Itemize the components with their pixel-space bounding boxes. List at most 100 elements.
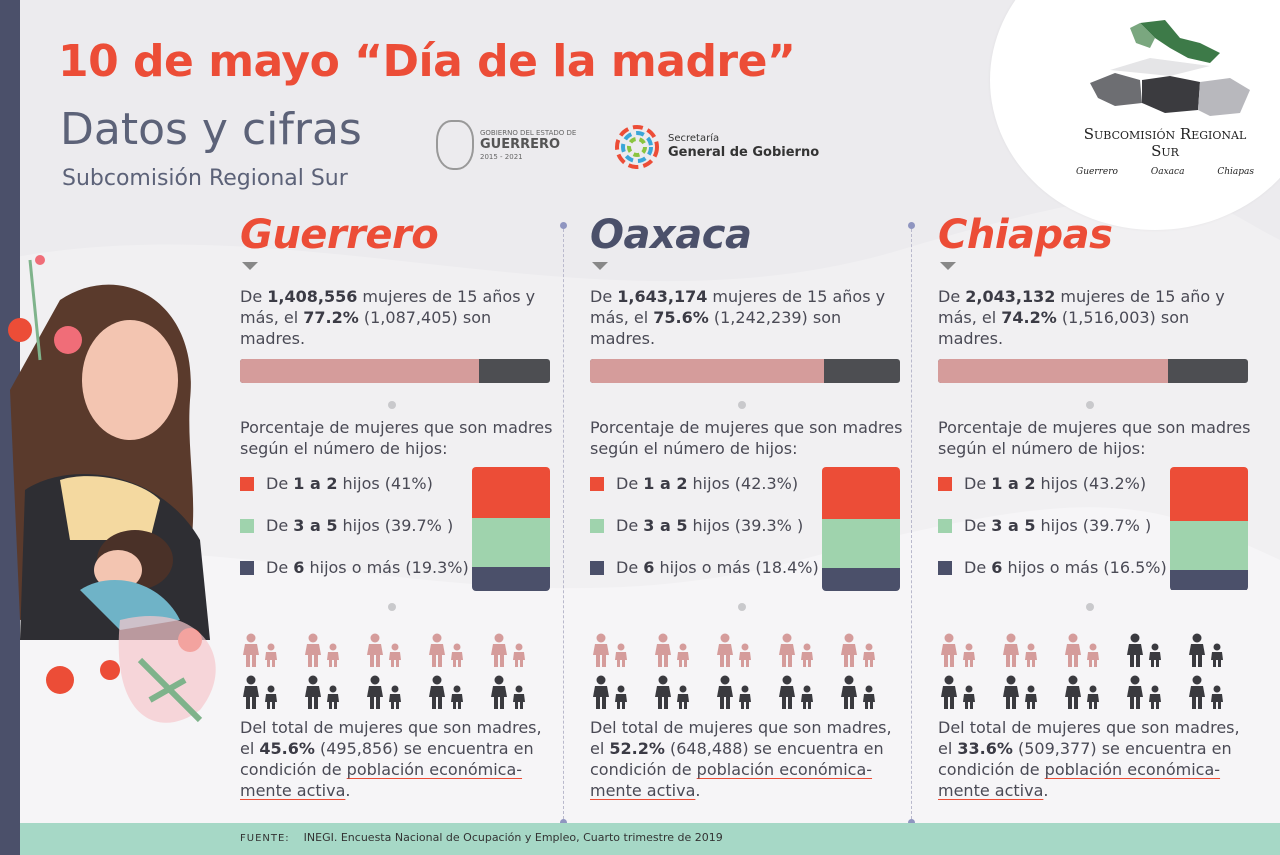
guerrero-seal-icon bbox=[436, 120, 474, 170]
state-name: Chiapas bbox=[938, 212, 1113, 258]
subcomision-title: Subcomisión Regional Sur bbox=[1083, 125, 1247, 161]
section-dot bbox=[1086, 603, 1094, 611]
page-subtitle-org: Subcomisión Regional Sur bbox=[62, 166, 348, 191]
children-stack-bar bbox=[1170, 467, 1248, 591]
guerrero-logo-name: GUERRERO bbox=[480, 137, 561, 153]
legend-label: De 6 hijos o más (19.3%) bbox=[266, 558, 469, 577]
mothers-percentage-bar bbox=[590, 359, 900, 383]
mother-icon bbox=[364, 675, 426, 709]
legend-item: De 3 a 5 hijos (39.3% ) bbox=[590, 515, 819, 536]
mother-icon bbox=[714, 675, 776, 709]
mothers-percentage-bar bbox=[938, 359, 1248, 383]
legend-item: De 6 hijos o más (16.5%) bbox=[938, 557, 1167, 578]
children-legend: De 1 a 2 hijos (43.2%) De 3 a 5 hijos (3… bbox=[938, 473, 1167, 599]
economic-activity-text: Del total de mujeres que son madres, el … bbox=[938, 718, 1240, 800]
children-legend: De 1 a 2 hijos (42.3%) De 3 a 5 hijos (3… bbox=[590, 473, 819, 599]
children-percentage-title: Porcentaje de mujeres que son madres seg… bbox=[938, 418, 1251, 458]
footer-source: FUENTE: INEGI. Encuesta Nacional de Ocupa… bbox=[240, 831, 723, 844]
active-mother-icon bbox=[652, 633, 714, 667]
children-stack-bar bbox=[822, 467, 900, 591]
mother-icon bbox=[1062, 675, 1124, 709]
state-column-oaxaca: Oaxaca De 1,643,174 mujeres de 15 años y… bbox=[590, 212, 910, 801]
legend-label: De 3 a 5 hijos (39.3% ) bbox=[616, 516, 804, 535]
mother-icon bbox=[838, 675, 900, 709]
active-mother-icon bbox=[838, 633, 900, 667]
mother-icon bbox=[426, 675, 488, 709]
active-mother-icon bbox=[1062, 633, 1124, 667]
active-mother-icon bbox=[714, 633, 776, 667]
mother-icon bbox=[240, 675, 302, 709]
stack-segment-2 bbox=[822, 568, 900, 591]
sgg-logo: Secretaría General de Gobierno bbox=[614, 124, 819, 170]
stack-segment-2 bbox=[1170, 569, 1248, 591]
stack-segment-1 bbox=[1170, 520, 1248, 570]
guerrero-logo: GOBIERNO DEL ESTADO DE GUERRERO 2015 - 2… bbox=[436, 120, 576, 170]
legend-swatch bbox=[938, 518, 952, 533]
state-column-guerrero: Guerrero De 1,408,556 mujeres de 15 años… bbox=[240, 212, 560, 801]
mothers-stat: De 2,043,132 mujeres de 15 año y más, el… bbox=[938, 287, 1225, 348]
mothers-percentage-fill bbox=[240, 359, 480, 383]
page-subtitle: Datos y cifras bbox=[60, 104, 362, 155]
children-stack-bar bbox=[472, 467, 550, 591]
legend-label: De 6 hijos o más (16.5%) bbox=[964, 558, 1167, 577]
state-name: Oaxaca bbox=[590, 212, 752, 258]
legend-swatch bbox=[590, 476, 604, 491]
active-mother-icon bbox=[426, 633, 488, 667]
mother-icon bbox=[1124, 633, 1186, 667]
children-legend: De 1 a 2 hijos (41%) De 3 a 5 hijos (39.… bbox=[240, 473, 469, 599]
corner-state-chiapas: Chiapas bbox=[1217, 166, 1254, 177]
legend-item: De 3 a 5 hijos (39.7% ) bbox=[938, 515, 1167, 536]
legend-label: De 1 a 2 hijos (42.3%) bbox=[616, 474, 799, 493]
mother-icon bbox=[1186, 633, 1248, 667]
corner-state-oaxaca: Oaxaca bbox=[1150, 166, 1185, 177]
legend-swatch bbox=[240, 518, 254, 533]
section-dot bbox=[1086, 401, 1094, 409]
economic-activity-text: Del total de mujeres que son madres, el … bbox=[590, 718, 892, 800]
mother-icon bbox=[938, 675, 1000, 709]
section-dot bbox=[738, 401, 746, 409]
mothers-icon-grid bbox=[240, 633, 560, 709]
active-mother-icon bbox=[590, 633, 652, 667]
active-mother-icon bbox=[364, 633, 426, 667]
children-percentage-title: Porcentaje de mujeres que son madres seg… bbox=[240, 418, 553, 458]
legend-swatch bbox=[938, 476, 952, 491]
state-name: Guerrero bbox=[240, 212, 439, 258]
mothers-icon-grid bbox=[590, 633, 910, 709]
left-accent-bar bbox=[0, 0, 20, 855]
active-mother-icon bbox=[1000, 633, 1062, 667]
region-map-icon bbox=[1090, 20, 1250, 116]
state-name-arrow-icon bbox=[940, 262, 956, 270]
stack-segment-1 bbox=[472, 517, 550, 568]
footer-bar: FUENTE: INEGI. Encuesta Nacional de Ocupa… bbox=[20, 823, 1280, 855]
section-dot bbox=[738, 603, 746, 611]
sgg-logo-line1: Secretaría bbox=[668, 133, 720, 145]
legend-swatch bbox=[938, 560, 952, 575]
mother-icon bbox=[488, 675, 550, 709]
stack-segment-2 bbox=[472, 567, 550, 591]
mother-icon bbox=[776, 675, 838, 709]
mothers-percentage-fill bbox=[938, 359, 1169, 383]
subcomision-logo: Subcomisión Regional Sur Guerrero Oaxaca … bbox=[1060, 18, 1270, 177]
stack-segment-0 bbox=[1170, 467, 1248, 521]
active-mother-icon bbox=[302, 633, 364, 667]
section-dot bbox=[388, 401, 396, 409]
legend-item: De 1 a 2 hijos (42.3%) bbox=[590, 473, 819, 494]
legend-label: De 3 a 5 hijos (39.7% ) bbox=[964, 516, 1152, 535]
legend-item: De 1 a 2 hijos (43.2%) bbox=[938, 473, 1167, 494]
economic-activity-text: Del total de mujeres que son madres, el … bbox=[240, 718, 542, 800]
state-name-arrow-icon bbox=[592, 262, 608, 270]
legend-swatch bbox=[590, 518, 604, 533]
column-divider-2 bbox=[908, 222, 915, 826]
guerrero-logo-years: 2015 - 2021 bbox=[480, 152, 523, 161]
stack-segment-0 bbox=[472, 467, 550, 518]
stack-segment-0 bbox=[822, 467, 900, 520]
legend-item: De 6 hijos o más (19.3%) bbox=[240, 557, 469, 578]
active-mother-icon bbox=[938, 633, 1000, 667]
mothers-percentage-fill bbox=[590, 359, 825, 383]
legend-swatch bbox=[590, 560, 604, 575]
legend-item: De 1 a 2 hijos (41%) bbox=[240, 473, 469, 494]
mothers-icon-grid bbox=[938, 633, 1258, 709]
legend-label: De 3 a 5 hijos (39.7% ) bbox=[266, 516, 454, 535]
section-dot bbox=[388, 603, 396, 611]
page-title: 10 de mayo “Día de la madre” bbox=[58, 36, 796, 87]
